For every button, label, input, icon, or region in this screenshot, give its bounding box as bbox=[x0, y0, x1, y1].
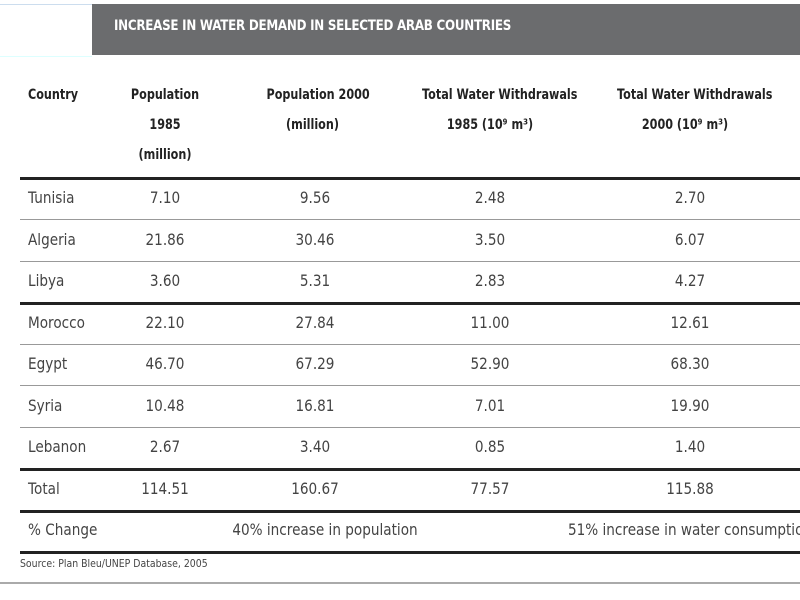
country-cell: Tunisia bbox=[28, 188, 75, 207]
row-divider bbox=[20, 385, 800, 386]
bottom-divider bbox=[0, 582, 800, 584]
value-cell: 2.48 bbox=[474, 188, 506, 207]
value-cell: 1.40 bbox=[674, 437, 706, 456]
corner-box bbox=[0, 4, 92, 57]
value-cell: 3.40 bbox=[299, 437, 331, 456]
value-cell: 3.50 bbox=[474, 229, 506, 249]
value-cell: 2.67 bbox=[149, 437, 181, 456]
value-cell: 114.51 bbox=[141, 478, 189, 498]
value-cell: 30.46 bbox=[295, 229, 335, 249]
country-cell: Syria bbox=[28, 395, 63, 415]
change-label: % Change bbox=[28, 520, 98, 539]
change-population: 40% increase in population bbox=[232, 520, 418, 539]
value-cell: 21.86 bbox=[145, 229, 185, 249]
row-divider bbox=[20, 260, 800, 262]
column-header: Total Water Withdrawals 2000 (10⁹ m³) bbox=[617, 87, 773, 133]
value-cell: 2.83 bbox=[474, 271, 506, 290]
value-cell: 115.88 bbox=[666, 478, 714, 498]
country-cell: Libya bbox=[28, 271, 65, 290]
country-cell: Total bbox=[28, 478, 60, 498]
source-note: Source: Plan Bleu/UNEP Database, 2005 bbox=[20, 557, 208, 570]
value-cell: 46.70 bbox=[145, 354, 185, 373]
value-cell: 19.90 bbox=[670, 395, 710, 415]
value-cell: 27.84 bbox=[295, 312, 335, 332]
value-cell: 10.48 bbox=[145, 395, 185, 415]
column-header: Total Water Withdrawals 1985 (10⁹ m³) bbox=[422, 87, 578, 133]
value-cell: 4.27 bbox=[674, 271, 706, 290]
value-cell: 5.31 bbox=[299, 271, 331, 290]
column-header: Country bbox=[28, 87, 79, 103]
value-cell: 22.10 bbox=[145, 312, 185, 332]
column-header: Population 1985 (million) bbox=[130, 87, 200, 163]
value-cell: 16.81 bbox=[295, 395, 335, 415]
value-cell: 9.56 bbox=[299, 188, 331, 207]
row-divider bbox=[20, 509, 800, 513]
row-divider bbox=[20, 551, 800, 554]
value-cell: 77.57 bbox=[470, 478, 510, 498]
row-divider bbox=[20, 302, 800, 305]
value-cell: 68.30 bbox=[670, 354, 710, 373]
title-bar: INCREASE IN WATER DEMAND IN SELECTED ARA… bbox=[92, 4, 800, 55]
value-cell: 11.00 bbox=[470, 312, 510, 332]
value-cell: 67.29 bbox=[295, 354, 335, 373]
value-cell: 3.60 bbox=[149, 271, 181, 290]
country-cell: Algeria bbox=[28, 229, 76, 249]
table-title: INCREASE IN WATER DEMAND IN SELECTED ARA… bbox=[114, 18, 512, 34]
value-cell: 2.70 bbox=[674, 188, 706, 207]
row-divider bbox=[20, 177, 800, 180]
row-divider bbox=[20, 219, 800, 220]
value-cell: 0.85 bbox=[474, 437, 506, 456]
country-cell: Lebanon bbox=[28, 437, 87, 456]
row-divider bbox=[20, 468, 800, 471]
value-cell: 7.01 bbox=[474, 395, 506, 415]
country-cell: Morocco bbox=[28, 312, 85, 332]
value-cell: 52.90 bbox=[470, 354, 510, 373]
value-cell: 6.07 bbox=[674, 229, 706, 249]
value-cell: 12.61 bbox=[670, 312, 710, 332]
country-cell: Egypt bbox=[28, 354, 68, 373]
column-header: Population 2000 (million) bbox=[266, 87, 370, 133]
row-divider bbox=[20, 343, 800, 345]
row-divider bbox=[20, 426, 800, 428]
value-cell: 160.67 bbox=[291, 478, 339, 498]
value-cell: 7.10 bbox=[149, 188, 181, 207]
change-water: 51% increase in water consumption bbox=[567, 520, 800, 539]
